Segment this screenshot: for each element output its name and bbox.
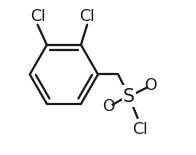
Text: O: O [144,78,157,93]
Text: Cl: Cl [79,9,95,24]
Text: Cl: Cl [132,122,148,137]
Text: O: O [103,100,115,114]
Text: Cl: Cl [30,9,45,24]
Text: S: S [123,87,135,106]
